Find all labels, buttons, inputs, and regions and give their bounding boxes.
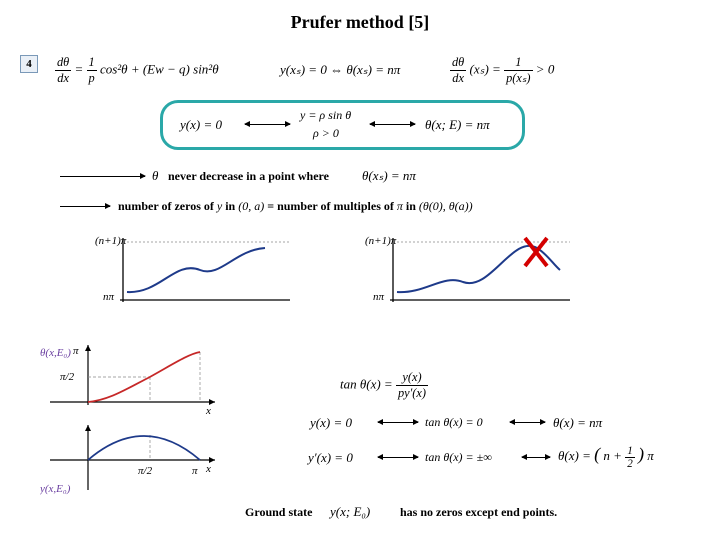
svg-text:y(x,E₀): y(x,E₀) [40, 483, 71, 495]
theta-symbol: θ [152, 168, 158, 184]
svg-text:(n+1)π: (n+1)π [95, 235, 127, 247]
chart-panel-right: (n+1)π nπ [365, 230, 575, 315]
slide-number-badge: 4 [20, 55, 38, 73]
eq-yprime0: y′(x) = 0 [308, 450, 353, 466]
chart-panel-left: (n+1)π nπ [95, 230, 295, 315]
eq-tan-def: tan θ(x) = y(x)py′(x) [340, 370, 428, 401]
stmt-zeros: number of zeros of y in (0, a) = number … [118, 199, 473, 214]
svg-text:x: x [205, 463, 211, 475]
box-eq-left: y(x) = 0 [180, 117, 222, 133]
svg-text:π/2: π/2 [138, 465, 153, 477]
svg-text:nπ: nπ [103, 291, 115, 303]
stmt-never-decrease: never decrease in a point where [168, 169, 329, 184]
svg-text:(n+1)π: (n+1)π [365, 235, 397, 247]
box-eq-mid2: ρ > 0 [313, 126, 339, 141]
small-chart-theta: θ(x,E₀) π π/2 x [40, 340, 220, 415]
eq-tan0: tan θ(x) = 0 [425, 415, 483, 430]
svg-text:x: x [205, 405, 211, 415]
eq-y-iff-theta: y(xₛ) = 0 ⇔ θ(xₛ) = nπ [280, 62, 400, 78]
svg-text:θ(x,E₀): θ(x,E₀) [40, 347, 71, 359]
svg-text:π/2: π/2 [60, 371, 75, 383]
small-chart-y: y(x,E₀) π/2 π x [40, 420, 220, 510]
arrow-stmt2 [60, 206, 110, 207]
eq-dtheta-at-xs: dθdx (xₛ) = 1p(xₛ) > 0 [450, 55, 554, 86]
svg-text:π: π [73, 345, 79, 357]
eq-y0: y(x) = 0 [310, 415, 352, 431]
bidir-arrow-yp0 [378, 457, 418, 458]
ground-state-eq: y(x; E₀) [330, 504, 370, 520]
stmt1-eq: θ(xₛ) = nπ [362, 168, 416, 184]
bidir-arrow-tan0 [510, 422, 545, 423]
box-eq-mid1: y = ρ sin θ [300, 108, 351, 123]
ground-state-text: has no zeros except end points. [400, 505, 557, 520]
eq-theta-npi: θ(x) = nπ [553, 415, 602, 431]
bidir-arrow-box [245, 124, 290, 125]
bidir-arrow-y0 [378, 422, 418, 423]
eq-theta-half: θ(x) = ( n + 12 ) π [558, 444, 654, 470]
arrow-stmt1 [60, 176, 145, 177]
svg-text:π: π [192, 465, 198, 477]
page-title: Prufer method [5] [0, 0, 720, 33]
eq-dtheta-dx: dθdx = 1p cos²θ + (Ew − q) sin²θ [55, 55, 219, 86]
eq-tan-inf: tan θ(x) = ±∞ [425, 450, 492, 465]
box-eq-right: θ(x; E) = nπ [425, 117, 490, 133]
svg-text:nπ: nπ [373, 291, 385, 303]
ground-state-label: Ground state [245, 505, 312, 520]
bidir-arrow-taninf [522, 457, 550, 458]
bidir-arrow-box2 [370, 124, 415, 125]
